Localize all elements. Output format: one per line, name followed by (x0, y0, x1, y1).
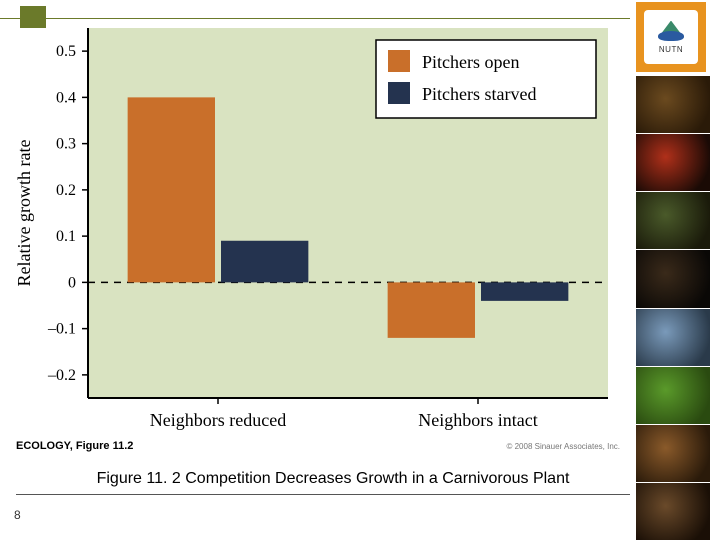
sidebar-photo (636, 483, 710, 540)
svg-text:Pitchers starved: Pitchers starved (422, 84, 536, 104)
sidebar-photo (636, 192, 710, 249)
sidebar-photo (636, 134, 710, 191)
svg-text:Relative growth rate: Relative growth rate (14, 140, 34, 287)
source-citation-right: © 2008 Sinauer Associates, Inc. (506, 442, 620, 451)
growth-rate-chart: –0.2 –0.1 0 0.1 0.2 0.3 0.4 0.5 Neighbors reduce… (10, 18, 630, 448)
photo-sidebar (636, 76, 710, 540)
svg-text:–0.1: –0.1 (47, 321, 76, 338)
svg-text:0.1: 0.1 (56, 228, 76, 245)
sidebar-photo (636, 425, 710, 482)
sidebar-photo (636, 309, 710, 366)
svg-text:0: 0 (68, 274, 76, 291)
sidebar-photo (636, 250, 710, 307)
logo-icon (656, 21, 686, 43)
page-number: 8 (14, 508, 21, 522)
svg-text:Neighbors intact: Neighbors intact (418, 410, 537, 430)
source-citation-left: ECOLOGY, Figure 11.2 (16, 440, 133, 452)
svg-text:–0.2: –0.2 (47, 367, 76, 384)
logo-label: NUTN (659, 45, 683, 54)
svg-text:Pitchers open: Pitchers open (422, 52, 519, 72)
sidebar-photo (636, 76, 710, 133)
caption-rule (16, 494, 630, 495)
svg-text:0.3: 0.3 (56, 136, 76, 153)
figure-caption: Figure 11. 2 Competition Decreases Growt… (36, 470, 630, 488)
svg-text:0.4: 0.4 (56, 89, 76, 106)
institution-logo: NUTN (636, 2, 706, 72)
svg-text:0.5: 0.5 (56, 43, 76, 60)
svg-text:Neighbors reduced: Neighbors reduced (150, 410, 286, 430)
sidebar-photo (636, 367, 710, 424)
svg-text:0.2: 0.2 (56, 182, 76, 199)
